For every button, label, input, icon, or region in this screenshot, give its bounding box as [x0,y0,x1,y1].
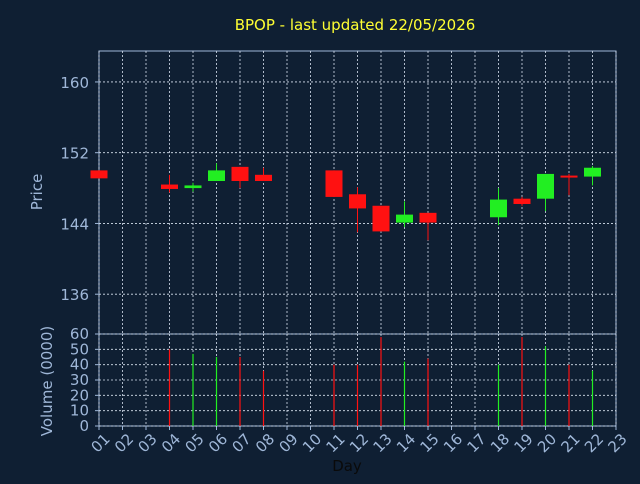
price-tick-label: 152 [60,145,89,163]
candle-body [513,198,531,204]
x-tick-label: 15 [417,430,443,456]
x-tick-label: 21 [558,430,584,456]
candle-body [349,194,366,209]
chart-title: BPOP - last updated 22/05/2026 [235,16,476,34]
x-tick-label: 05 [182,430,208,456]
price-tick-label: 144 [60,215,89,233]
candle-body [90,170,108,179]
price-panel: 136 144 152 160 [60,50,617,335]
x-tick-label: 13 [370,430,396,456]
volume-tick-label: 10 [70,402,89,420]
candle-body [161,184,178,189]
x-tick-label: 22 [581,430,607,456]
volume-tick-label: 30 [70,371,89,389]
x-tick-label: 07 [229,430,255,456]
x-tick-label: 04 [158,430,184,456]
x-tick-label: 17 [464,430,490,456]
candle-body [537,173,554,199]
x-tick-label: 08 [252,430,278,456]
x-tick-label: 10 [299,430,325,456]
x-tick-label: 06 [205,430,231,456]
x-tick-label: 11 [323,430,349,456]
volume-tick-label: 20 [70,386,89,404]
candle-body [208,170,225,182]
candle-body [231,166,249,182]
x-tick-label: 02 [111,430,137,456]
price-axis-label: Price [28,174,46,211]
price-tick-label: 136 [60,286,89,304]
candle-body [560,175,578,178]
candle-body [396,214,413,223]
candle-body [255,174,272,182]
candle-body [325,170,343,197]
volume-axis-label: Volume (0000) [38,326,56,436]
x-tick-label: 23 [605,430,631,456]
volume-tick-label: 40 [70,356,89,374]
volume-tick-label: 60 [70,325,89,343]
x-tick-label: 01 [88,430,114,456]
x-tick-label: 12 [346,430,372,456]
candle-body [419,212,437,223]
x-tick-label: 14 [393,430,419,456]
x-tick-label: 18 [487,430,513,456]
candle-body [584,167,601,177]
candle-body [372,205,390,232]
x-tick-label: 19 [511,430,537,456]
x-tick-label: 16 [440,430,466,456]
price-tick-label: 160 [60,74,89,92]
volume-tick-label: 50 [70,340,89,358]
volume-tick-label: 0 [79,417,89,435]
x-axis-label: Day [332,457,362,475]
x-tick-label: 09 [276,430,302,456]
volume-panel: 0102030405060708091011121314151617181920… [70,325,631,456]
candle-body [490,199,507,218]
x-tick-label: 03 [135,430,161,456]
x-tick-label: 20 [534,430,560,456]
candle-body [184,185,202,189]
